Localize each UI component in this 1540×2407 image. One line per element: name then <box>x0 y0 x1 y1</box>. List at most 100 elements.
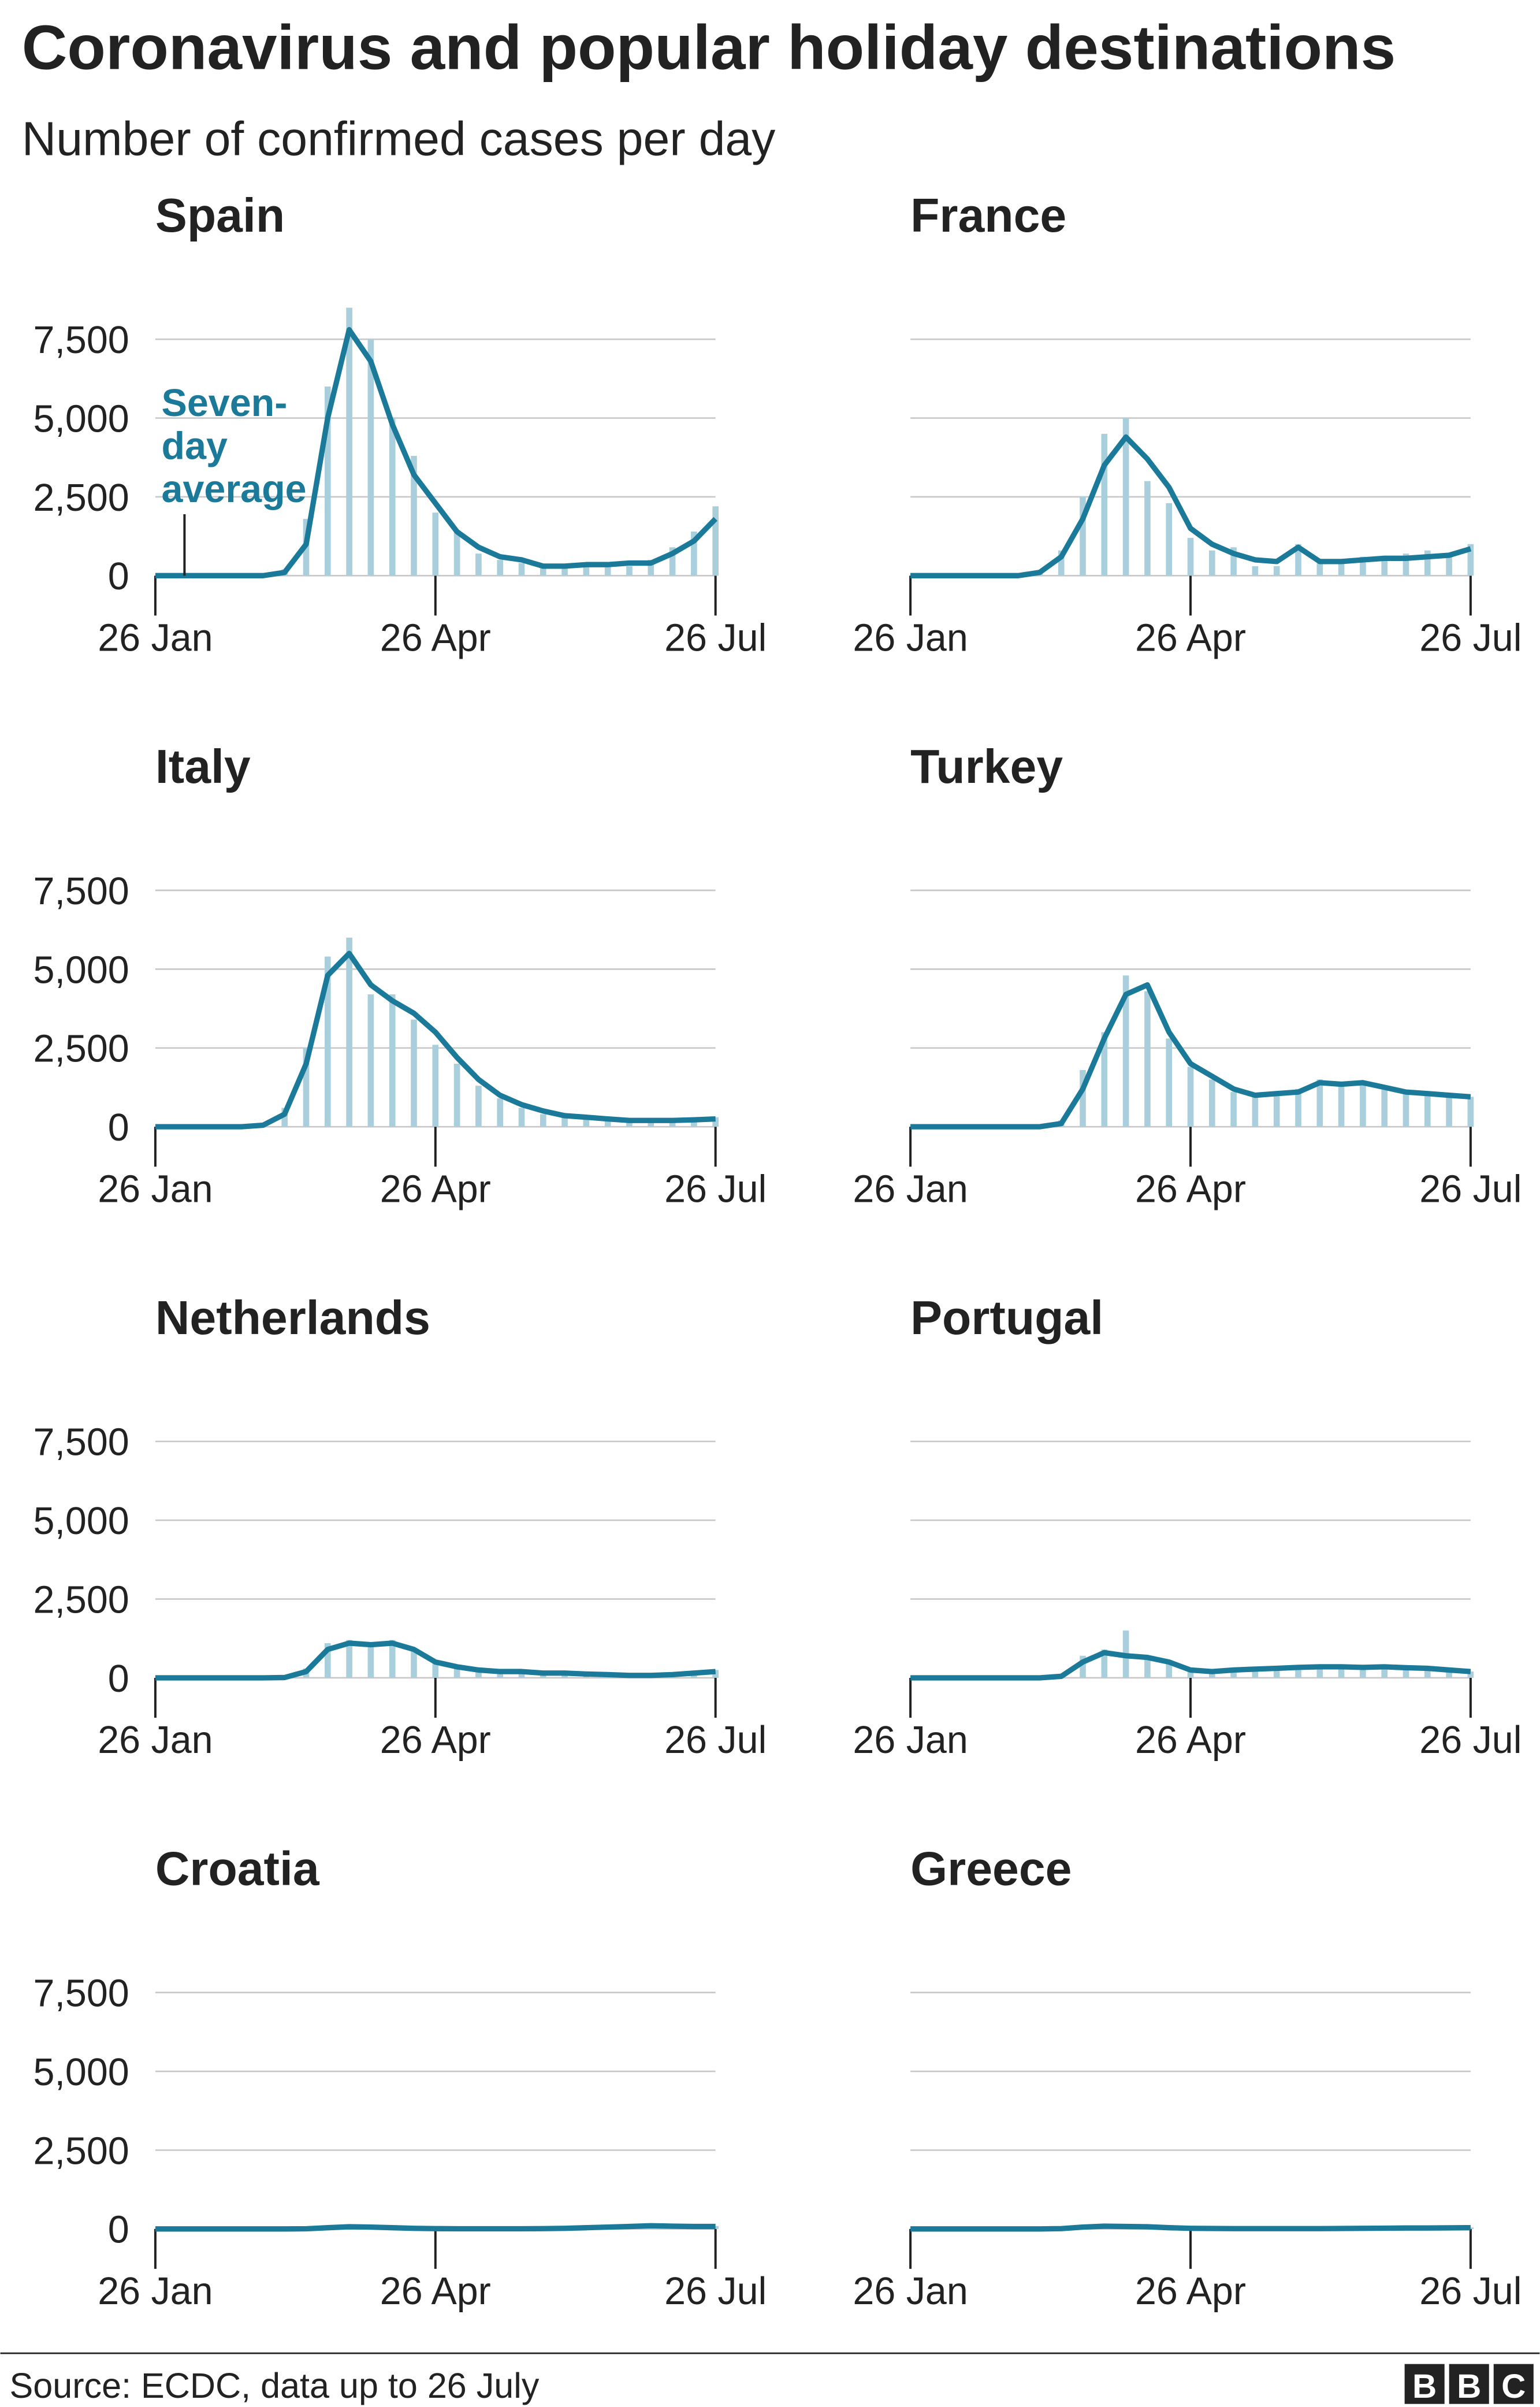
bar <box>1187 1067 1194 1127</box>
bar <box>1208 1079 1215 1127</box>
bar <box>1403 1666 1409 1678</box>
bar <box>367 1646 374 1678</box>
y-tick-label: 2,500 <box>34 1579 129 1622</box>
bar <box>281 1108 288 1127</box>
bar <box>540 566 546 576</box>
y-tick-label: 5,000 <box>34 398 129 440</box>
logo-letter: B <box>1412 2368 1437 2405</box>
bar <box>432 1045 439 1127</box>
chart-title: Netherlands <box>155 1291 430 1344</box>
bar <box>669 1120 676 1127</box>
bar <box>626 566 633 576</box>
bar <box>1101 433 1108 576</box>
bar <box>1273 1092 1280 1127</box>
bar <box>540 1114 546 1127</box>
bar <box>432 512 439 576</box>
bar <box>1467 544 1474 576</box>
bar <box>389 1640 396 1678</box>
x-tick-label: 26 Jan <box>853 1168 968 1210</box>
bar <box>1101 1032 1108 1127</box>
bar <box>691 531 697 576</box>
bar <box>1166 1660 1173 1678</box>
bar <box>1080 1655 1086 1678</box>
average-line <box>910 982 1471 1130</box>
bar <box>475 554 482 576</box>
bar <box>1058 550 1065 576</box>
y-tick-label: 0 <box>108 1106 129 1149</box>
x-tick-label: 26 Jan <box>853 1719 968 1762</box>
bar <box>1424 1095 1431 1127</box>
bar <box>1230 1668 1237 1678</box>
bar <box>1166 1038 1173 1127</box>
bar <box>1316 1079 1323 1127</box>
bar <box>1316 563 1323 576</box>
bar <box>1424 1668 1431 1678</box>
bar <box>712 506 719 576</box>
bar <box>1273 1666 1280 1678</box>
bar <box>1144 481 1151 576</box>
y-tick-label: 7,500 <box>34 319 129 362</box>
x-tick-label: 26 Jul <box>664 1719 767 1762</box>
x-tick-label: 26 Jan <box>853 617 968 660</box>
average-line <box>910 434 1472 578</box>
y-tick-label: 2,500 <box>34 477 129 519</box>
annotation: day <box>162 425 228 467</box>
bar <box>648 560 654 576</box>
y-tick-label: 2,500 <box>34 2130 129 2172</box>
x-tick-label: 26 Apr <box>380 1719 491 1762</box>
average-line <box>155 1640 716 1681</box>
bar <box>1252 1668 1259 1678</box>
logo-block <box>1404 2364 1445 2404</box>
y-tick-label: 2,500 <box>34 1028 129 1071</box>
bar <box>367 994 374 1127</box>
bar <box>626 1120 633 1127</box>
x-tick-label: 26 Apr <box>380 617 491 660</box>
bar <box>604 1117 611 1127</box>
page-title: Coronavirus and popular holiday destinat… <box>22 13 1396 83</box>
bar <box>1338 560 1345 576</box>
x-tick-label: 26 Jul <box>1419 617 1522 660</box>
logo-letter: B <box>1457 2368 1481 2405</box>
x-tick-label: 26 Jan <box>98 617 213 660</box>
bar <box>346 307 352 576</box>
x-tick-label: 26 Jan <box>98 1719 213 1762</box>
bar <box>324 1643 331 1678</box>
chart-title: Spain <box>155 189 285 242</box>
bar <box>1360 1668 1366 1678</box>
y-tick-label: 0 <box>108 1658 129 1700</box>
bar <box>453 1064 460 1127</box>
x-tick-label: 26 Jul <box>664 2270 767 2313</box>
bar <box>669 547 676 576</box>
average-line <box>155 2223 716 2232</box>
x-tick-label: 26 Apr <box>1135 617 1246 660</box>
logo-letter: C <box>1501 2368 1526 2405</box>
bar <box>1446 554 1452 576</box>
bar <box>691 1119 697 1127</box>
y-tick-label: 7,500 <box>34 1421 129 1464</box>
bar <box>324 387 331 576</box>
bar <box>1295 1089 1301 1127</box>
x-tick-label: 26 Apr <box>1135 2270 1246 2313</box>
bar <box>1144 991 1151 1127</box>
bar <box>1403 1092 1409 1127</box>
bar <box>561 1116 568 1127</box>
bar <box>604 563 611 576</box>
x-tick-label: 26 Jan <box>98 2270 213 2313</box>
x-tick-label: 26 Jul <box>664 1168 767 1210</box>
bar <box>303 1048 310 1127</box>
bar <box>1252 1095 1259 1127</box>
bar <box>518 1672 525 1678</box>
y-tick-label: 7,500 <box>34 870 129 913</box>
bar <box>1230 547 1237 576</box>
bar <box>475 1670 482 1678</box>
x-tick-label: 26 Jul <box>1419 2270 1522 2313</box>
y-tick-label: 0 <box>108 2209 129 2252</box>
bar <box>1381 556 1388 576</box>
x-tick-label: 26 Jul <box>1419 1719 1522 1762</box>
bar <box>648 1120 654 1127</box>
x-tick-label: 26 Apr <box>380 2270 491 2313</box>
bar <box>518 563 525 576</box>
bar <box>453 531 460 576</box>
bar <box>411 456 417 576</box>
